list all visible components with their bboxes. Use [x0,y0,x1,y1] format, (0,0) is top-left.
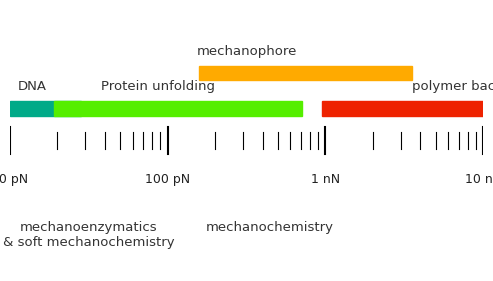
Text: 10 nN: 10 nN [464,173,493,186]
Text: 1 nN: 1 nN [311,173,340,186]
Text: 100 pN: 100 pN [145,173,190,186]
Bar [322,101,486,115]
Bar [10,101,81,115]
Bar [54,101,302,115]
Bar [199,66,412,80]
Text: Protein unfolding: Protein unfolding [102,80,215,93]
Text: polymer backbone: polymer backbone [412,80,493,93]
Text: DNA: DNA [18,80,47,93]
Text: 10 pN: 10 pN [0,173,29,186]
Text: mechanoenzymatics
& soft mechanochemistry: mechanoenzymatics & soft mechanochemistr… [3,221,175,250]
Text: mechanophore: mechanophore [196,45,297,58]
Text: mechanochemistry: mechanochemistry [206,221,334,234]
